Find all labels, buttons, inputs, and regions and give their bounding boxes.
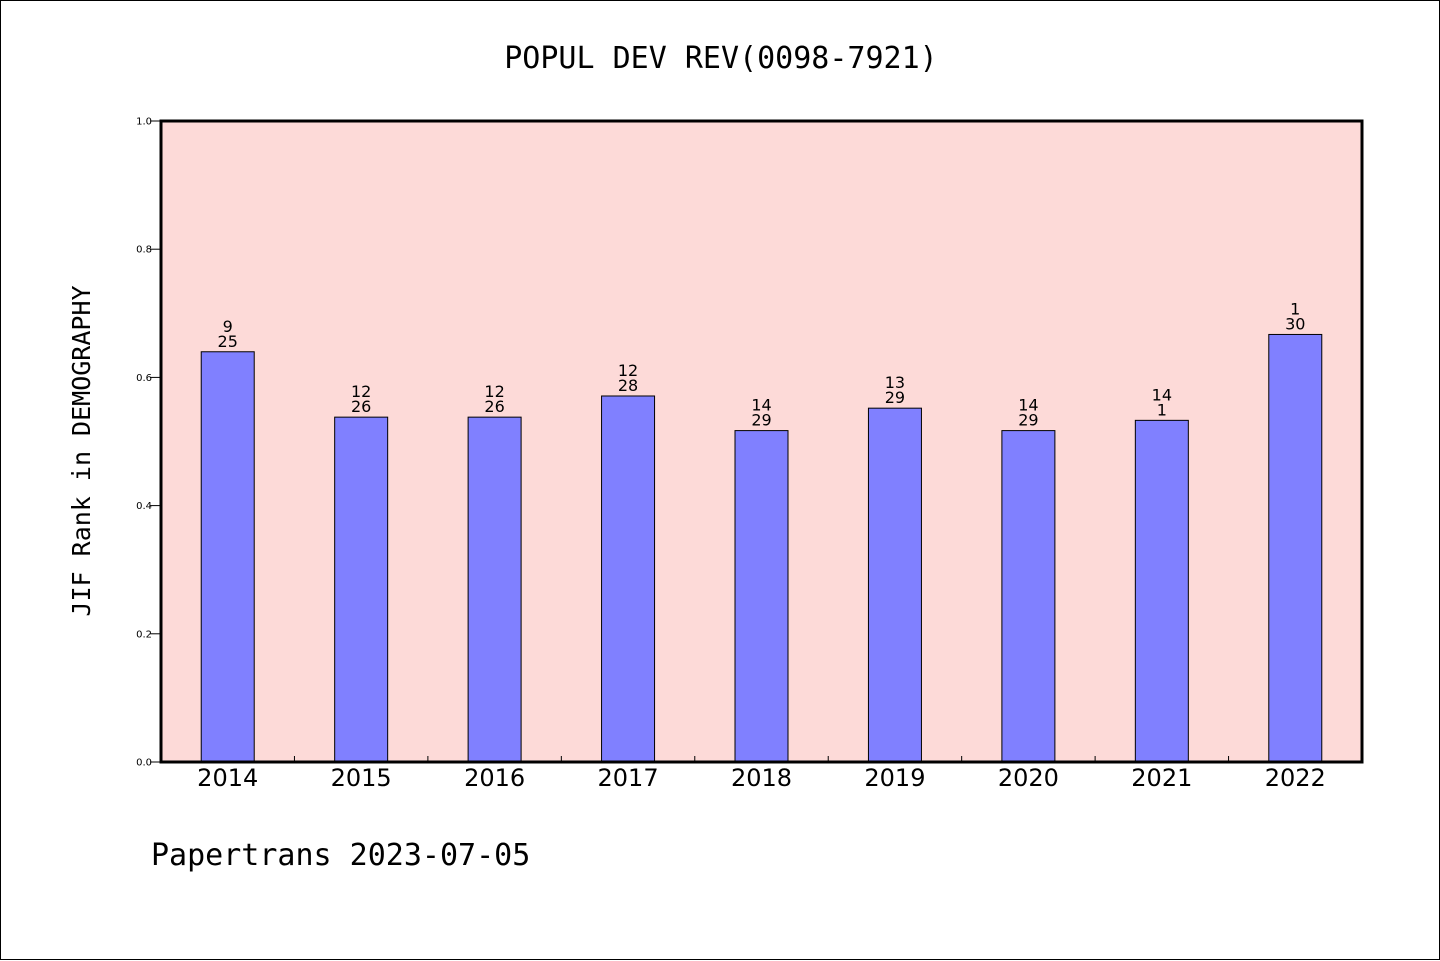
x-axis: 2014 2015 2016 2017 2018 2019 2020 2021 2022	[197, 756, 1326, 792]
data-label-total-2022: 30	[1285, 314, 1305, 333]
x-tick-label-2019: 2019	[864, 764, 925, 792]
y-tick-label-1.0: 1.0	[136, 117, 152, 128]
data-label-total-2020: 29	[1018, 411, 1038, 430]
data-label-total-2021: 1	[1157, 400, 1167, 419]
bar-2021	[1134, 419, 1189, 763]
bar-2018	[734, 430, 789, 763]
bar-2016	[467, 416, 522, 763]
bar-2015	[334, 416, 389, 763]
y-tick-label-0.2: 0.2	[136, 629, 152, 640]
bar-2022	[1268, 333, 1323, 763]
data-label-rank-2014: 9	[223, 317, 233, 336]
y-tick-label-0.0: 0.0	[136, 758, 152, 769]
x-tick-label-2021: 2021	[1131, 764, 1192, 792]
data-label-total-2014: 25	[218, 332, 238, 351]
data-label-total-2018: 29	[751, 411, 771, 430]
footer-text: Papertrans 2023-07-05	[151, 838, 530, 873]
bar-2014	[200, 351, 255, 763]
data-label-rank-2021: 14	[1152, 385, 1172, 404]
x-tick-label-2018: 2018	[731, 764, 792, 792]
x-tick-label-2016: 2016	[464, 764, 525, 792]
data-label-total-2015: 26	[351, 397, 371, 416]
data-label-rank-2020: 14	[1018, 396, 1038, 415]
plot-border	[159, 119, 1364, 764]
data-label-rank-2022: 1	[1290, 299, 1300, 318]
y-axis-label: JIF Rank in DEMOGRAPHY	[67, 285, 96, 616]
data-label-total-2019: 29	[885, 388, 905, 407]
y-tick-label-0.8: 0.8	[136, 245, 152, 256]
bar-2019	[867, 407, 922, 763]
y-tick-label-0.4: 0.4	[136, 501, 152, 512]
data-label-total-2017: 28	[618, 376, 638, 395]
data-label-rank-2015: 12	[351, 382, 371, 401]
x-tick-label-2017: 2017	[598, 764, 659, 792]
x-tick-label-2014: 2014	[197, 764, 258, 792]
data-label-rank-2019: 13	[885, 373, 905, 392]
chart-title: POPUL DEV REV(0098-7921)	[504, 41, 937, 76]
data-label-rank-2016: 12	[484, 382, 504, 401]
bars-group	[200, 333, 1323, 763]
x-tick-label-2015: 2015	[331, 764, 392, 792]
data-label-total-2016: 26	[484, 397, 504, 416]
x-tick-label-2022: 2022	[1265, 764, 1326, 792]
y-tick-label-0.6: 0.6	[136, 373, 152, 384]
x-tick-label-2020: 2020	[998, 764, 1059, 792]
bar-2017	[601, 395, 656, 763]
data-label-rank-2018: 14	[751, 396, 771, 415]
data-label-rank-2017: 12	[618, 361, 638, 380]
bar-2020	[1001, 430, 1056, 763]
y-axis: 0.0 0.2 0.4 0.6 0.8 1.0	[136, 117, 161, 769]
